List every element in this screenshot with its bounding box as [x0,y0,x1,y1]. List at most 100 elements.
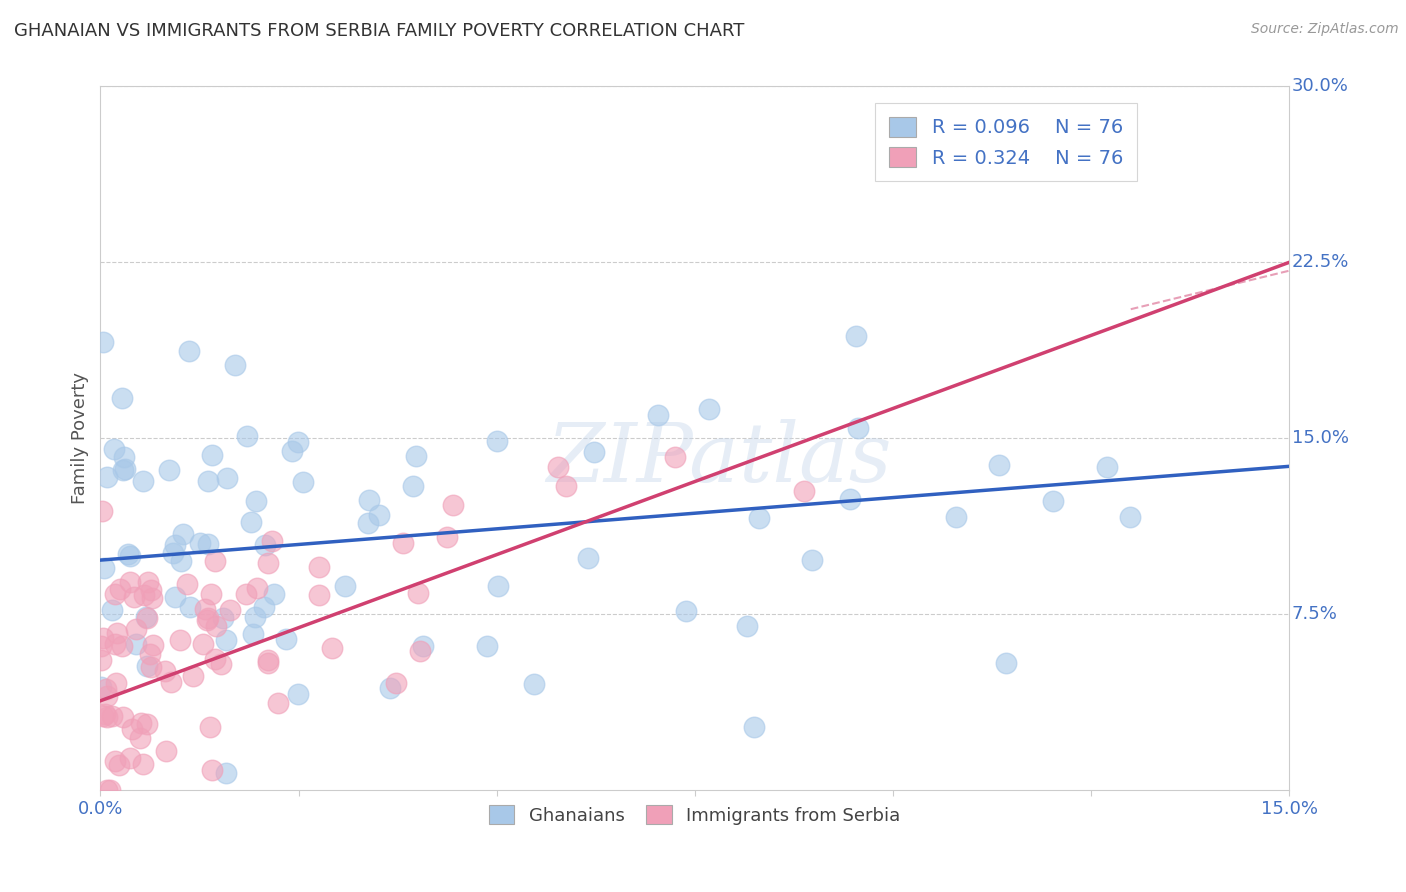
Point [287,688,309,702]
Point [94,681,117,696]
Point [105,626,128,640]
Point [664,450,686,464]
Point [136,716,159,731]
Point [357,492,380,507]
Text: Source: ZipAtlas.com: Source: ZipAtlas.com [1251,22,1399,37]
Point [198,721,221,735]
Point [90,653,112,667]
Point [197,537,219,551]
Point [179,344,201,359]
Point [412,639,434,653]
Point [675,604,697,618]
Point [96,783,118,797]
Point [197,611,219,625]
Point [132,588,155,602]
Point [204,554,226,568]
Point [235,587,257,601]
Point [162,546,184,560]
Text: 30.0%: 30.0% [1292,78,1348,95]
Point [91,632,114,646]
Point [800,553,823,567]
Point [111,710,134,724]
Text: 22.5%: 22.5% [1292,253,1348,271]
Point [141,591,163,605]
Point [96,469,118,483]
Point [647,408,669,422]
Point [378,681,401,695]
Point [748,511,770,525]
Point [236,429,259,443]
Point [114,461,136,475]
Point [292,475,315,490]
Point [131,474,153,488]
Point [281,443,304,458]
Point [257,656,280,670]
Point [191,637,214,651]
Point [257,653,280,667]
Point [125,622,148,636]
Point [117,547,139,561]
Point [582,444,605,458]
Point [91,334,114,349]
Point [367,508,389,523]
Point [308,588,330,602]
Point [179,599,201,614]
Point [105,676,128,690]
Point [245,493,267,508]
Point [308,559,330,574]
Point [111,640,134,654]
Point [204,619,226,633]
Point [697,402,720,417]
Text: 15.0%: 15.0% [1292,429,1348,447]
Point [125,637,148,651]
Point [402,479,425,493]
Point [406,586,429,600]
Point [547,460,569,475]
Point [93,561,115,575]
Point [945,509,967,524]
Point [200,587,222,601]
Point [253,600,276,615]
Point [211,610,233,624]
Point [169,633,191,648]
Point [118,549,141,564]
Point [135,610,157,624]
Point [101,603,124,617]
Point [321,640,343,655]
Point [246,581,269,595]
Point [744,720,766,734]
Point [1119,510,1142,524]
Point [122,590,145,604]
Point [90,680,112,694]
Point [218,602,240,616]
Point [793,483,815,498]
Point [183,668,205,682]
Point [215,632,238,647]
Point [176,577,198,591]
Point [486,579,509,593]
Legend: Ghanaians, Immigrants from Serbia: Ghanaians, Immigrants from Serbia [481,797,910,834]
Point [136,574,159,589]
Point [197,474,219,488]
Point [215,765,238,780]
Point [108,582,131,596]
Point [1097,460,1119,475]
Text: ZIPatlas: ZIPatlas [546,419,891,500]
Point [576,550,599,565]
Point [136,658,159,673]
Point [256,556,278,570]
Point [441,498,464,512]
Point [153,664,176,678]
Point [129,731,152,745]
Point [245,610,267,624]
Point [845,329,868,343]
Point [262,534,284,549]
Point [188,536,211,550]
Point [172,527,194,541]
Point [111,463,134,477]
Point [987,458,1010,472]
Point [554,478,576,492]
Point [486,434,509,448]
Point [475,639,498,653]
Point [103,442,125,456]
